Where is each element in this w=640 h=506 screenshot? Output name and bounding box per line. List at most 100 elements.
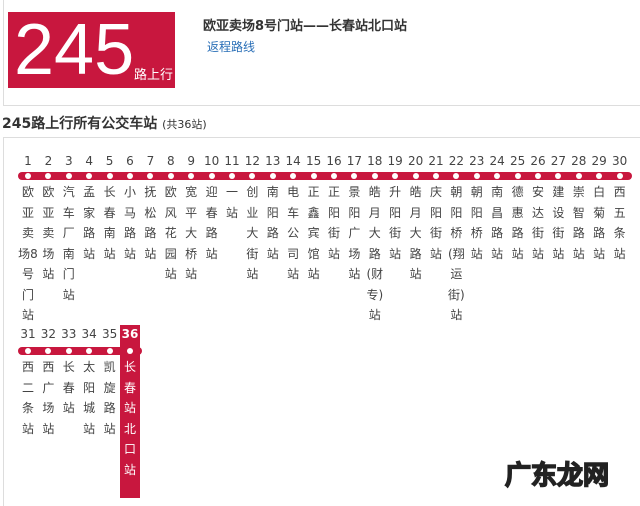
station-name-char[interactable]: 站 bbox=[21, 421, 34, 436]
station-name-char[interactable]: 站 bbox=[205, 246, 218, 261]
station-name-char[interactable]: 街 bbox=[552, 226, 565, 240]
station-name-char[interactable]: 站 bbox=[21, 308, 34, 322]
station-number[interactable]: 10 bbox=[203, 154, 220, 168]
station-name-char[interactable]: 南 bbox=[62, 246, 75, 261]
station-name-char[interactable]: 春 bbox=[62, 380, 75, 395]
station-name-char[interactable]: 白 bbox=[593, 185, 606, 199]
station-number[interactable]: 1 bbox=[24, 154, 32, 168]
station-name-char[interactable]: 德 bbox=[511, 185, 524, 199]
station-name-char[interactable]: 正 bbox=[307, 185, 320, 199]
station-name-char[interactable]: 阳 bbox=[348, 205, 361, 220]
station-name-char[interactable]: 凯 bbox=[103, 360, 116, 374]
station-name-char[interactable]: 松 bbox=[144, 205, 157, 220]
station-name-char[interactable]: 西 bbox=[42, 360, 55, 374]
station-name-char[interactable]: 南 bbox=[103, 226, 116, 240]
station-name-char[interactable]: 长 bbox=[103, 185, 116, 199]
station-name-char[interactable]: 站 bbox=[123, 401, 136, 415]
station-number[interactable]: 18 bbox=[367, 154, 383, 168]
station-number[interactable]: 12 bbox=[244, 154, 261, 168]
station-number[interactable]: 14 bbox=[285, 154, 301, 168]
station-number[interactable]: 20 bbox=[407, 154, 424, 168]
station-name-char[interactable]: 专) bbox=[366, 287, 384, 302]
station-name-char[interactable]: 创 bbox=[246, 185, 259, 199]
station-name-char[interactable]: 站 bbox=[62, 287, 75, 302]
station-name-char[interactable]: 长 bbox=[62, 360, 75, 374]
station-number[interactable]: 30 bbox=[611, 154, 628, 168]
station-name-char[interactable]: 站 bbox=[593, 246, 606, 261]
station-name-char[interactable]: 条 bbox=[21, 401, 34, 415]
station-name-char[interactable]: 站 bbox=[368, 308, 381, 322]
station-name-char[interactable]: 二 bbox=[21, 380, 34, 395]
station-name-char[interactable]: (翔 bbox=[448, 246, 465, 261]
station-name-char[interactable]: 场8 bbox=[18, 246, 38, 261]
station-number[interactable]: 29 bbox=[591, 154, 607, 168]
station-name-char[interactable]: 站 bbox=[225, 205, 238, 220]
station-name-char[interactable]: 门 bbox=[62, 267, 75, 281]
station-name-char[interactable]: 站 bbox=[103, 421, 116, 436]
station-name-char[interactable]: 北 bbox=[123, 421, 136, 436]
station-name-char[interactable]: 街 bbox=[389, 226, 402, 240]
station-name-char[interactable]: 家 bbox=[83, 205, 96, 220]
station-name-char[interactable]: 皓 bbox=[368, 185, 381, 199]
station-number[interactable]: 34 bbox=[81, 327, 97, 341]
station-name-char[interactable]: 建 bbox=[552, 185, 565, 199]
station-name-char[interactable]: 公 bbox=[287, 226, 300, 240]
station-name-char[interactable]: 西 bbox=[21, 360, 34, 374]
station-name-char[interactable]: 站 bbox=[491, 246, 504, 261]
station-name-char[interactable]: 阳 bbox=[470, 205, 483, 220]
station-name-char[interactable]: 马 bbox=[123, 205, 136, 220]
station-name-char[interactable]: 路 bbox=[593, 226, 606, 240]
station-number[interactable]: 24 bbox=[489, 154, 505, 168]
station-name-char[interactable]: 朝 bbox=[470, 185, 483, 199]
station-name-char[interactable]: 阳 bbox=[266, 205, 279, 220]
station-number[interactable]: 33 bbox=[61, 327, 77, 341]
station-name-char[interactable]: 路 bbox=[144, 226, 157, 240]
station-number[interactable]: 8 bbox=[166, 154, 175, 168]
station-name-char[interactable]: 城 bbox=[83, 401, 96, 415]
station-name-char[interactable]: 路 bbox=[491, 226, 504, 240]
station-name-char[interactable]: 阳 bbox=[429, 205, 442, 220]
station-name-char[interactable]: 智 bbox=[572, 205, 585, 220]
station-name-char[interactable]: 崇 bbox=[572, 185, 585, 199]
station-name-char[interactable]: 门 bbox=[21, 287, 34, 302]
station-name-char[interactable]: 正 bbox=[327, 185, 340, 199]
station-name-char[interactable]: 街 bbox=[327, 226, 340, 240]
station-name-char[interactable]: 街 bbox=[429, 226, 442, 240]
station-name-char[interactable]: 场 bbox=[42, 246, 55, 261]
station-name-char[interactable]: 路 bbox=[266, 226, 279, 240]
station-name-char[interactable]: 站 bbox=[409, 267, 422, 281]
station-name-char[interactable]: 路 bbox=[123, 226, 136, 240]
station-name-char[interactable]: 皓 bbox=[409, 185, 422, 199]
station-name-char[interactable]: 春 bbox=[103, 205, 116, 220]
station-name-char[interactable]: (财 bbox=[366, 267, 384, 281]
station-name-char[interactable]: 月 bbox=[368, 205, 381, 220]
station-number[interactable]: 23 bbox=[469, 154, 485, 168]
station-number[interactable]: 3 bbox=[64, 154, 73, 168]
station-name-char[interactable]: 孟 bbox=[83, 185, 96, 199]
station-name-char[interactable]: 站 bbox=[613, 246, 626, 261]
station-name-char[interactable]: 西 bbox=[613, 185, 626, 199]
station-name-char[interactable]: 亚 bbox=[42, 205, 55, 220]
station-number[interactable]: 35 bbox=[101, 327, 118, 341]
station-name-char[interactable]: 运 bbox=[450, 267, 463, 281]
station-name-char[interactable]: 场 bbox=[42, 401, 55, 415]
station-name-char[interactable]: 路 bbox=[368, 246, 381, 261]
station-name-char[interactable]: 站 bbox=[103, 246, 116, 261]
station-number[interactable]: 26 bbox=[530, 154, 546, 168]
station-name-char[interactable]: 站 bbox=[83, 421, 96, 436]
station-name-char[interactable]: 宾 bbox=[307, 226, 320, 240]
station-name-char[interactable]: 旋 bbox=[103, 380, 116, 395]
station-name-char[interactable]: 桥 bbox=[450, 226, 463, 240]
station-name-char[interactable]: 站 bbox=[246, 267, 259, 281]
station-name-char[interactable]: 路 bbox=[205, 226, 218, 240]
station-name-char[interactable]: 大 bbox=[368, 226, 381, 240]
station-name-char[interactable]: 阳 bbox=[327, 205, 340, 220]
station-name-char[interactable]: 阳 bbox=[450, 205, 463, 220]
station-name-char[interactable]: 站 bbox=[327, 246, 340, 261]
station-name-char[interactable]: 条 bbox=[613, 226, 626, 240]
station-name-char[interactable]: 路 bbox=[572, 226, 585, 240]
station-name-char[interactable]: 卖 bbox=[42, 226, 55, 240]
station-name-char[interactable]: 号 bbox=[21, 267, 34, 281]
station-name-char[interactable]: 阳 bbox=[389, 205, 402, 220]
station-number[interactable]: 2 bbox=[44, 154, 53, 168]
